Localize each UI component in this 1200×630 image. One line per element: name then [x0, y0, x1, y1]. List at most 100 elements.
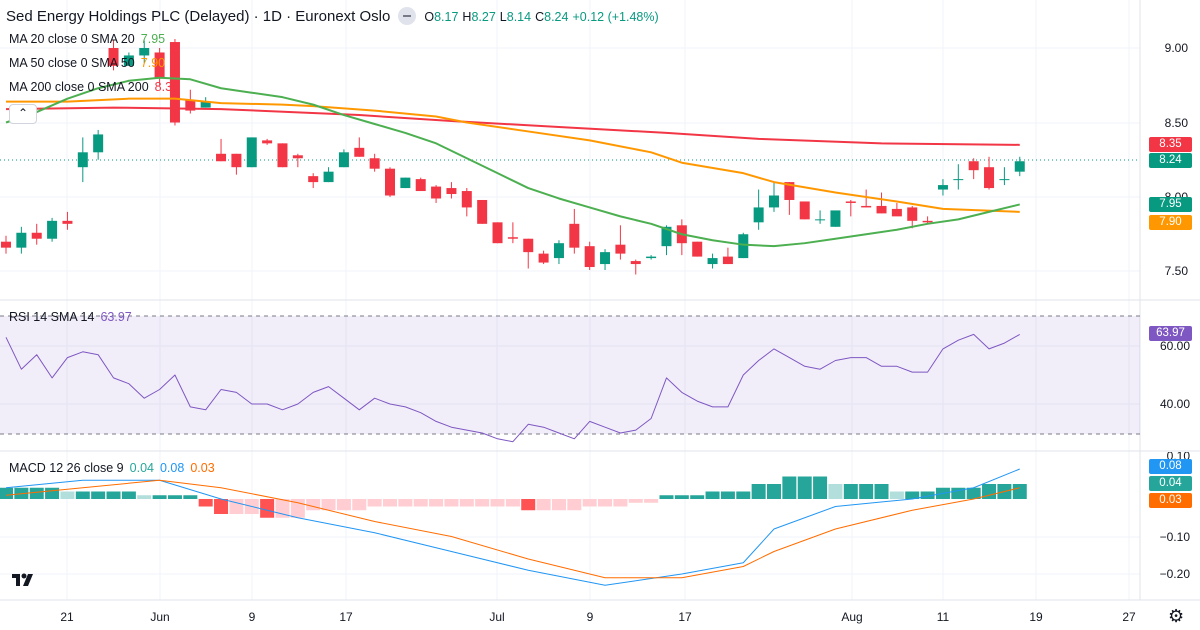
legend-macd[interactable]: MACD 12 26 close 9 0.04 0.08 0.03 — [9, 461, 215, 475]
macd-histogram-bar — [690, 495, 705, 499]
candle-body — [185, 100, 196, 111]
price-tick-label: 8.50 — [1165, 116, 1189, 130]
candle-body — [937, 185, 948, 190]
rsi-band — [0, 316, 1140, 434]
candle-body — [1, 241, 11, 248]
macd-histogram-bar — [444, 499, 459, 507]
ohlc-values: O8.17 H8.27 L8.14 C8.24 +0.12 (+1.48%) — [424, 10, 662, 24]
market-status-icon[interactable] — [398, 7, 417, 26]
candle-body — [523, 238, 534, 253]
candle-body — [369, 158, 380, 169]
time-tick-label: 19 — [1029, 610, 1043, 624]
candle-body — [93, 134, 104, 153]
candle-body — [31, 232, 42, 239]
legend-ma20[interactable]: MA 20 close 0 SMA 20 7.95 — [9, 32, 165, 46]
legend-ma50-value: 7.90 — [140, 56, 166, 70]
time-tick-label: 17 — [339, 610, 353, 624]
macd-histogram-bar — [613, 499, 628, 507]
macd-histogram-bar — [137, 495, 152, 499]
badge-ma50: 7.90 — [1149, 215, 1192, 230]
time-tick-label: 11 — [937, 610, 950, 624]
macd-histogram-bar — [229, 499, 244, 514]
legend-ma50[interactable]: MA 50 close 0 SMA 50 7.90 — [9, 56, 165, 70]
tradingview-logo-icon[interactable] — [10, 568, 38, 592]
ohlc-low-value: 8.14 — [506, 10, 532, 24]
ohlc-low-key: L — [499, 10, 507, 24]
macd-tick-label: −0.10 — [1160, 530, 1191, 544]
candle-body — [492, 222, 503, 244]
macd-histogram-bar — [214, 499, 229, 514]
macd-histogram-bar — [828, 484, 843, 499]
macd-histogram-bar — [536, 499, 551, 511]
macd-histogram-bar — [167, 495, 182, 499]
symbol-title[interactable]: Sed Energy Holdings PLC (Delayed) · 1D ·… — [6, 8, 391, 25]
ohlc-close-key: C — [535, 10, 545, 24]
candle-body — [400, 177, 411, 189]
ohlc-open-value: 8.17 — [434, 10, 459, 24]
rsi-tick-label: 40.00 — [1160, 397, 1190, 411]
legend-rsi-value: 63.97 — [100, 310, 132, 324]
candle-body — [461, 191, 472, 208]
legend-ma50-label: MA 50 close 0 SMA 50 — [9, 56, 135, 70]
macd-histogram-bar — [60, 491, 75, 499]
legend-macd-label: MACD 12 26 close 9 — [9, 461, 124, 475]
macd-histogram-bar — [367, 499, 382, 507]
legend-rsi[interactable]: RSI 14 SMA 14 63.97 — [9, 310, 132, 324]
candle-body — [47, 220, 58, 239]
candle-body — [891, 208, 902, 217]
candle-body — [200, 101, 211, 108]
macd-histogram-bar — [152, 495, 167, 499]
legend-macd-signal: 0.03 — [190, 461, 215, 475]
legend-ma200[interactable]: MA 200 close 0 SMA 200 8.35 — [9, 80, 179, 94]
time-tick-label: 9 — [249, 610, 256, 624]
candle-body — [154, 52, 165, 78]
candle-body — [431, 186, 442, 199]
macd-histogram-bar — [183, 495, 198, 499]
candle-body — [769, 195, 779, 208]
legend-ma20-value: 7.95 — [140, 32, 166, 46]
macd-histogram-bar — [321, 499, 336, 511]
macd-histogram-bar — [475, 499, 490, 507]
macd-histogram-bar — [45, 487, 60, 499]
macd-signal-line — [5, 479, 1020, 579]
ma20-line — [5, 76, 1020, 248]
macd-histogram-bar — [767, 484, 781, 499]
macd-histogram-bar — [521, 499, 536, 511]
time-tick-label: 21 — [60, 610, 74, 624]
macd-histogram-bar — [413, 499, 428, 507]
macd-histogram-bar — [505, 499, 520, 507]
macd-histogram-bar — [75, 491, 90, 499]
macd-layer — [0, 468, 1027, 586]
time-tick-label: Jul — [489, 610, 504, 624]
macd-histogram-bar — [567, 499, 582, 511]
time-tick-label: Aug — [841, 610, 862, 624]
candle-body — [169, 42, 180, 123]
chart-header: Sed Energy Holdings PLC (Delayed) · 1D ·… — [6, 7, 663, 26]
macd-histogram-bar — [720, 491, 735, 499]
macd-histogram-bar — [797, 476, 812, 499]
macd-histogram-bar — [0, 487, 13, 499]
macd-histogram-bar — [582, 499, 597, 507]
macd-histogram-bar — [920, 491, 935, 499]
macd-histogram-bar — [705, 491, 720, 499]
macd-histogram-bar — [29, 487, 44, 499]
candle-body — [262, 140, 273, 144]
macd-histogram-bar — [383, 499, 397, 507]
candle-body — [246, 137, 257, 168]
macd-histogram-bar — [874, 484, 889, 499]
ma-lines-layer — [5, 76, 1020, 248]
gear-icon[interactable]: ⚙ — [1168, 606, 1185, 626]
macd-histogram-bar — [843, 484, 858, 499]
collapse-legend-button[interactable]: ⌃ — [9, 104, 37, 124]
badge-last-price: 8.24 — [1149, 153, 1192, 168]
macd-histogram-bar — [352, 499, 367, 511]
legend-ma200-label: MA 200 close 0 SMA 200 — [9, 80, 149, 94]
candle-body — [354, 147, 365, 157]
badge-macd-hist: 0.04 — [1149, 476, 1192, 491]
candle-body — [292, 155, 303, 159]
macd-histogram-bar — [336, 499, 351, 511]
rsi-tick-label: 60.00 — [1160, 339, 1190, 353]
candle-body — [907, 207, 918, 221]
legend-rsi-label: RSI 14 SMA 14 — [9, 310, 95, 324]
